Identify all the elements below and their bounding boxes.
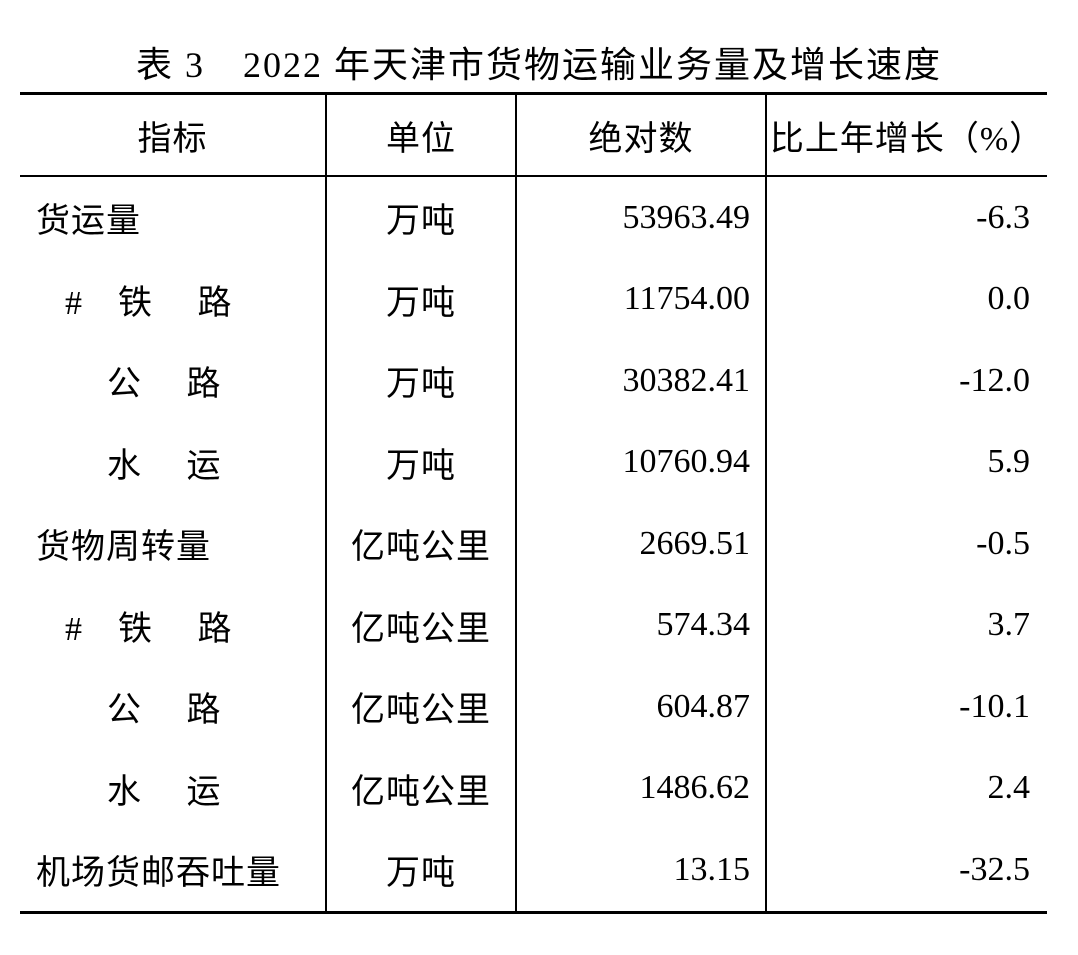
header-unit: 单位 — [325, 95, 515, 175]
table-row: 机场货邮吞吐量 万吨 13.15 -32.5 — [20, 829, 1047, 911]
growth-cell: 3.7 — [765, 584, 1047, 666]
table-row: # 铁 路 亿吨公里 574.34 3.7 — [20, 584, 1047, 666]
indicator-cell: 货物周转量 — [36, 529, 211, 567]
unit-cell: 万吨 — [325, 421, 515, 503]
table-title: 表 3 2022 年天津市货物运输业务量及增长速度 — [135, 45, 942, 85]
indicator-cell: 水 运 — [107, 773, 222, 811]
header-growth: 比上年增长（%） — [765, 95, 1047, 175]
growth-cell: 5.9 — [765, 421, 1047, 503]
unit-cell: 万吨 — [325, 258, 515, 340]
growth-cell: -6.3 — [765, 177, 1047, 259]
growth-cell: -12.0 — [765, 340, 1047, 422]
absolute-value-cell: 53963.49 — [515, 177, 765, 259]
growth-cell: 2.4 — [765, 747, 1047, 829]
table-row: 水 运 万吨 10760.94 5.9 — [20, 421, 1047, 503]
indicator-cell: 公 路 — [107, 692, 222, 730]
unit-cell: 万吨 — [325, 177, 515, 259]
table-row: # 铁 路 万吨 11754.00 0.0 — [20, 258, 1047, 340]
indicator-cell: 水 运 — [107, 447, 222, 485]
table-row: 公 路 亿吨公里 604.87 -10.1 — [20, 666, 1047, 748]
freight-volume-table: 指标 单位 绝对数 比上年增长（%） 货运量 万吨 53963.49 -6.3 … — [20, 92, 1047, 914]
growth-cell: -10.1 — [765, 666, 1047, 748]
absolute-value-cell: 604.87 — [515, 666, 765, 748]
unit-cell: 亿吨公里 — [325, 666, 515, 748]
unit-cell: 亿吨公里 — [325, 503, 515, 585]
table-row: 货运量 万吨 53963.49 -6.3 — [20, 177, 1047, 259]
unit-cell: 亿吨公里 — [325, 747, 515, 829]
absolute-value-cell: 10760.94 — [515, 421, 765, 503]
indicator-cell: 货运量 — [36, 203, 141, 241]
table-row: 货物周转量 亿吨公里 2669.51 -0.5 — [20, 503, 1047, 585]
growth-cell: -0.5 — [765, 503, 1047, 585]
growth-cell: -32.5 — [765, 829, 1047, 911]
indicator-cell: # 铁 路 — [65, 610, 233, 648]
table-row: 公 路 万吨 30382.41 -12.0 — [20, 340, 1047, 422]
header-indicator: 指标 — [137, 120, 208, 158]
unit-cell: 万吨 — [325, 340, 515, 422]
header-absolute-value: 绝对数 — [515, 95, 765, 175]
absolute-value-cell: 13.15 — [515, 829, 765, 911]
absolute-value-cell: 574.34 — [515, 584, 765, 666]
unit-cell: 亿吨公里 — [325, 584, 515, 666]
growth-cell: 0.0 — [765, 258, 1047, 340]
unit-cell: 万吨 — [325, 829, 515, 911]
indicator-cell: # 铁 路 — [65, 284, 233, 322]
table-row: 水 运 亿吨公里 1486.62 2.4 — [20, 747, 1047, 829]
indicator-cell: 公 路 — [107, 366, 222, 404]
indicator-cell: 机场货邮吞吐量 — [36, 855, 281, 893]
absolute-value-cell: 2669.51 — [515, 503, 765, 585]
absolute-value-cell: 30382.41 — [515, 340, 765, 422]
table-header-row: 指标 单位 绝对数 比上年增长（%） — [20, 95, 1047, 177]
absolute-value-cell: 11754.00 — [515, 258, 765, 340]
absolute-value-cell: 1486.62 — [515, 747, 765, 829]
